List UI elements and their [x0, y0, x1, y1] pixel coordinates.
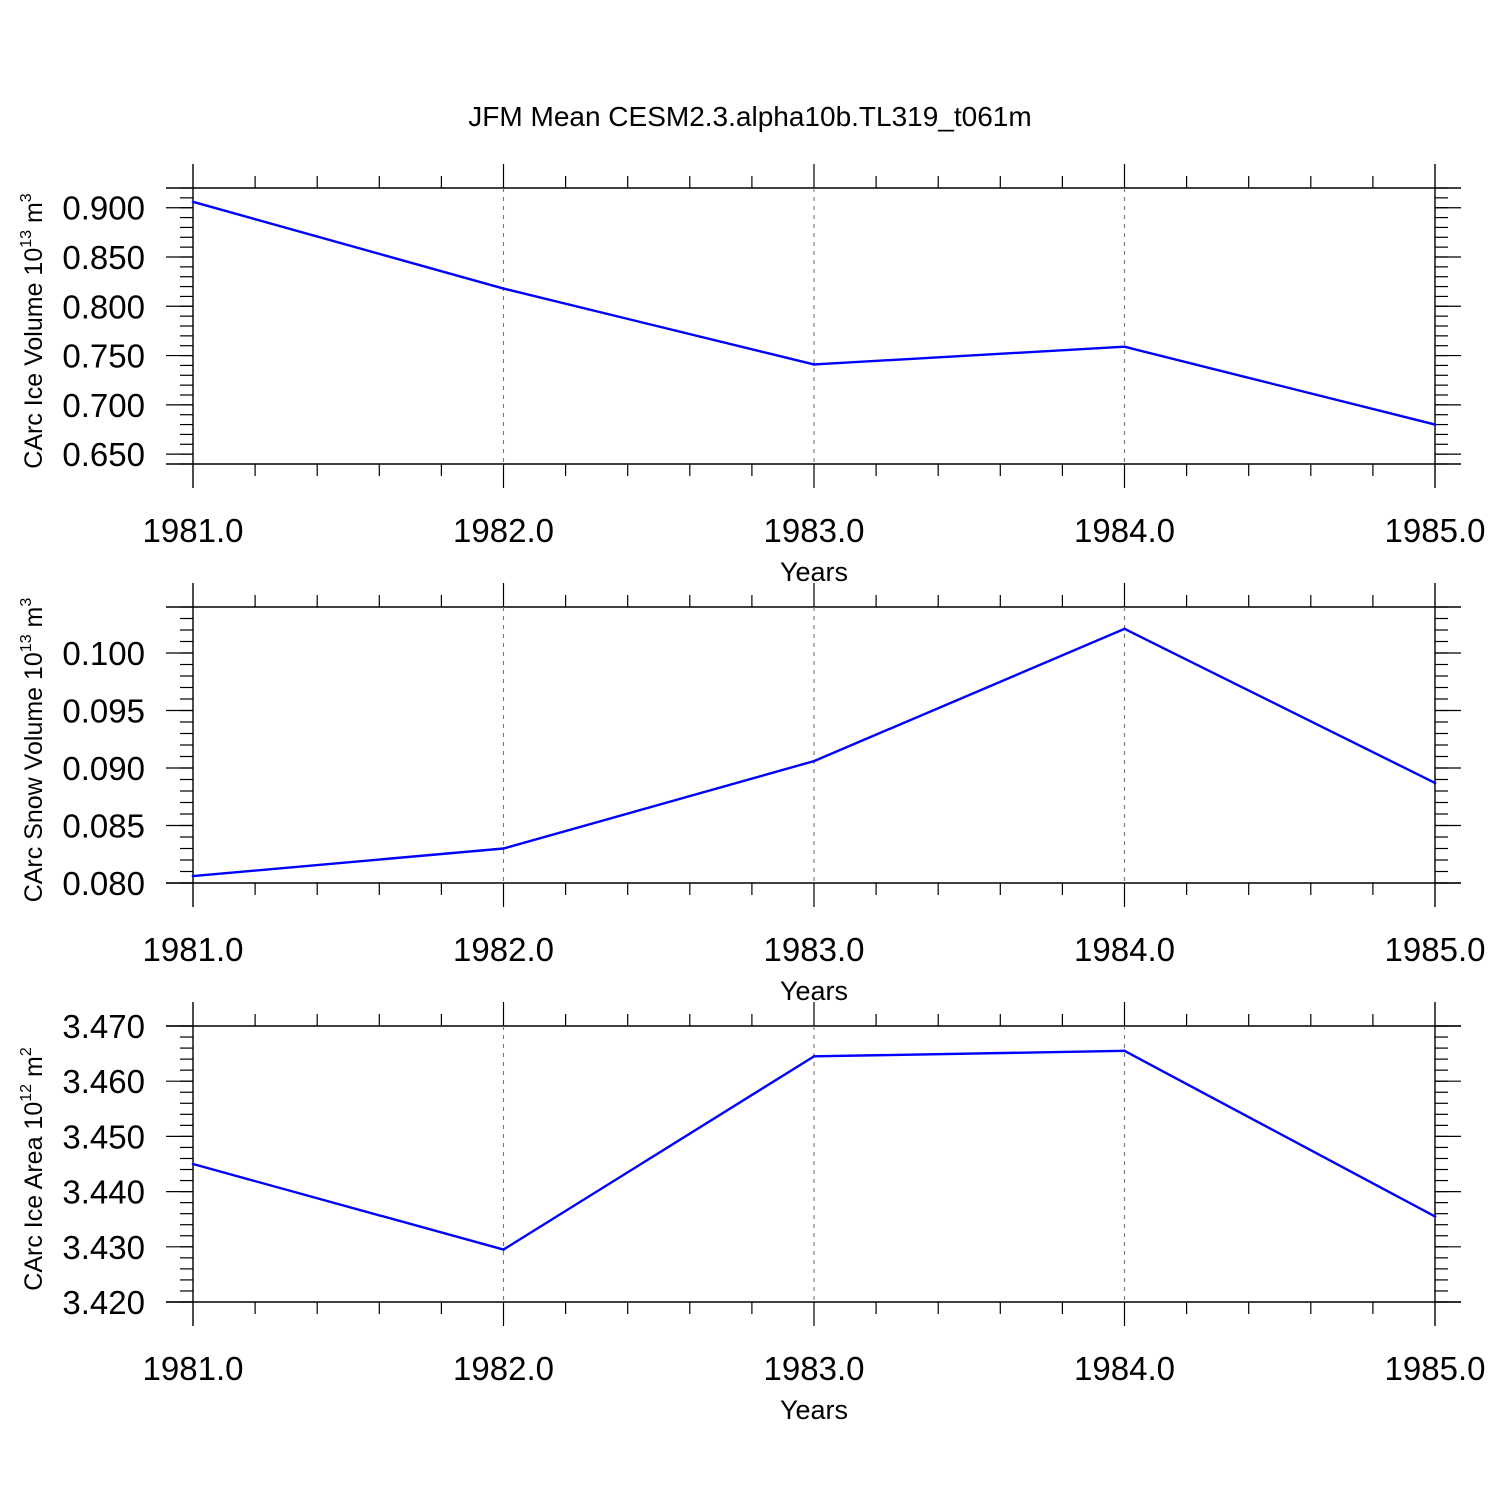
y-tick-label: 3.460: [62, 1063, 145, 1100]
y-tick-label: 3.430: [62, 1229, 145, 1266]
x-tick-label: 1985.0: [1385, 1350, 1486, 1387]
x-tick-label: 1981.0: [143, 931, 244, 968]
data-point: [502, 847, 505, 850]
y-axis-label: CArc Ice Area 1012 m2: [18, 1047, 48, 1291]
data-point: [502, 1248, 505, 1251]
data-point: [1433, 423, 1437, 426]
x-tick-label: 1983.0: [764, 931, 865, 968]
y-tick-label: 3.470: [62, 1008, 145, 1045]
y-tick-label: 0.900: [62, 190, 145, 227]
data-point: [191, 1162, 195, 1166]
x-axis-label: Years: [780, 1395, 848, 1425]
data-point: [812, 759, 816, 763]
x-tick-label: 1982.0: [453, 931, 554, 968]
x-tick-label: 1981.0: [143, 512, 244, 549]
y-tick-label: 0.085: [62, 808, 145, 845]
y-tick-label: 0.700: [62, 387, 145, 424]
panel-3: 1981.0 1982.0 1983.0 1984.0 1985.0 3.420 3.430…: [18, 1002, 1485, 1425]
y-axis-label: CArc Ice Volume 1013 m3: [18, 193, 48, 469]
x-tick-label: 1985.0: [1385, 931, 1486, 968]
data-point: [502, 287, 505, 290]
x-tick-label: 1982.0: [453, 512, 554, 549]
y-tick-label: 0.800: [62, 288, 145, 325]
y-tick-label: 0.750: [62, 338, 145, 375]
y-tick-label: 0.095: [62, 693, 145, 730]
data-point: [1123, 345, 1126, 349]
y-tick-label: 0.090: [62, 750, 145, 787]
y-tick-label: 3.420: [62, 1284, 145, 1321]
panel-1: 1981.0 1982.0 1983.0 1984.0 1985.0 0.650 0.700…: [18, 164, 1485, 587]
data-point: [1433, 781, 1437, 785]
data-point: [812, 363, 816, 366]
data-point: [191, 200, 195, 204]
y-tick-label: 0.100: [62, 635, 145, 672]
panel-2: 1981.0 1982.0 1983.0 1984.0 1985.0 0.080 0.085…: [18, 583, 1485, 1006]
data-point: [191, 874, 195, 878]
data-point: [1123, 627, 1126, 631]
y-tick-label: 0.080: [62, 865, 145, 902]
x-axis-label: Years: [780, 976, 848, 1006]
x-tick-label: 1984.0: [1074, 512, 1175, 549]
x-tick-label: 1985.0: [1385, 512, 1486, 549]
data-point: [1123, 1049, 1126, 1053]
x-tick-label: 1983.0: [764, 1350, 865, 1387]
x-tick-label: 1984.0: [1074, 1350, 1175, 1387]
x-tick-label: 1982.0: [453, 1350, 554, 1387]
x-tick-label: 1983.0: [764, 512, 865, 549]
x-tick-label: 1984.0: [1074, 931, 1175, 968]
data-point: [812, 1055, 816, 1058]
y-axis-label: CArc Snow Volume 1013 m3: [18, 598, 48, 903]
chart-title: JFM Mean CESM2.3.alpha10b.TL319_t061m: [468, 101, 1031, 132]
x-axis-label: Years: [780, 557, 848, 587]
y-tick-label: 0.850: [62, 239, 145, 276]
data-point: [1433, 1215, 1437, 1218]
y-tick-label: 3.440: [62, 1174, 145, 1211]
x-tick-label: 1981.0: [143, 1350, 244, 1387]
y-tick-label: 3.450: [62, 1118, 145, 1155]
y-tick-label: 0.650: [62, 436, 145, 473]
